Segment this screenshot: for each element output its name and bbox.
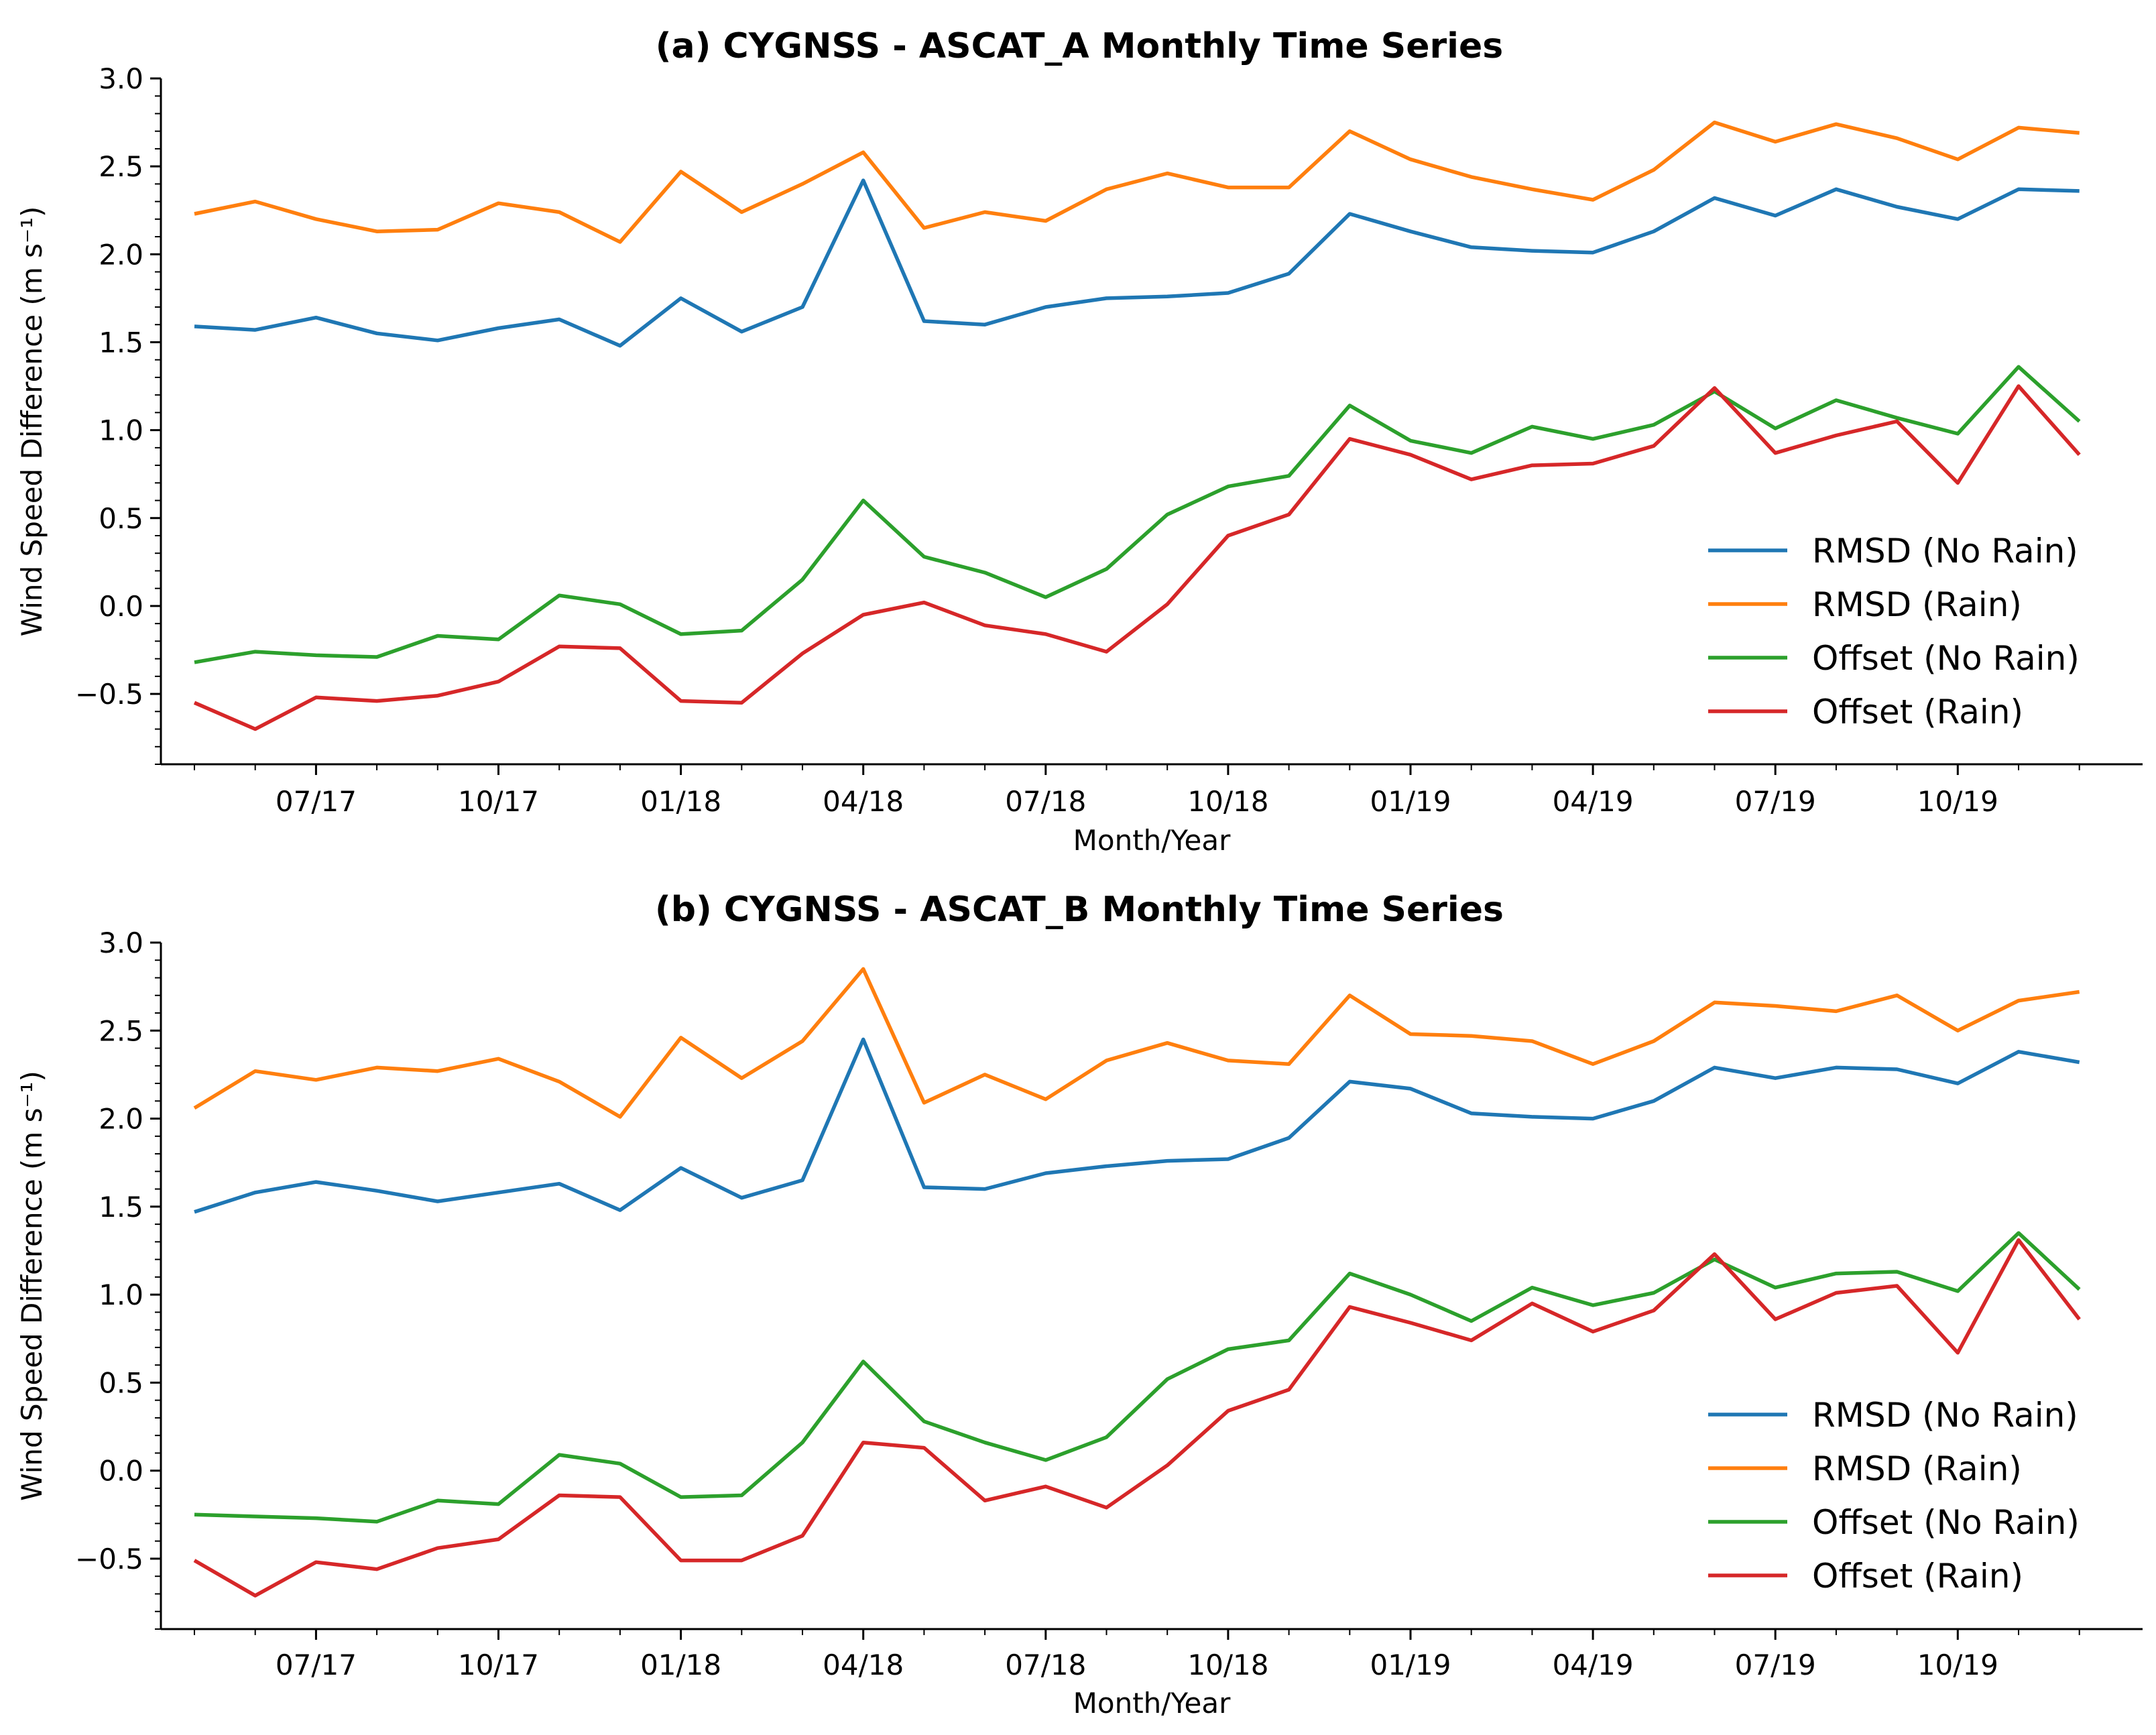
panel-b: (b) CYGNSS - ASCAT_B Monthly Time Series… (15, 890, 2143, 1720)
x-tick-label: 01/18 (640, 1649, 721, 1681)
chart-title-a: (a) CYGNSS - ASCAT_A Monthly Time Series (656, 26, 1503, 66)
x-tick-label: 07/19 (1735, 1649, 1816, 1681)
panel-a: (a) CYGNSS - ASCAT_A Monthly Time Series… (15, 26, 2143, 857)
x-tick-label: 07/17 (276, 1649, 357, 1681)
x-tick-label: 01/19 (1370, 785, 1451, 818)
y-tick-label: 0.5 (99, 1366, 143, 1399)
legend-label-rmsd-rain: RMSD (Rain) (1812, 1449, 2022, 1488)
x-tick-label: 10/17 (458, 785, 539, 818)
y-tick-label: 0.0 (99, 1455, 143, 1488)
legend-label-offset-no-rain: Offset (No Rain) (1812, 639, 2080, 678)
legend-label-offset-rain: Offset (Rain) (1812, 1557, 2023, 1596)
legend-label-offset-rain: Offset (Rain) (1812, 693, 2023, 731)
x-tick-label: 07/19 (1735, 785, 1816, 818)
y-tick-label: 1.5 (99, 1191, 143, 1223)
legend-label-offset-no-rain: Offset (No Rain) (1812, 1503, 2080, 1542)
x-tick-label: 10/18 (1187, 785, 1268, 818)
y-tick-label: 1.0 (99, 1278, 143, 1311)
y-tick-label: 2.5 (99, 150, 143, 183)
x-tick-label: 04/19 (1553, 1649, 1634, 1681)
x-tick-label: 07/18 (1005, 785, 1086, 818)
y-tick-label: 2.5 (99, 1014, 143, 1047)
y-tick-label: −0.5 (75, 678, 143, 711)
legend-label-rmsd-rain: RMSD (Rain) (1812, 585, 2022, 624)
y-axis-label: Wind Speed Difference (m s⁻¹) (15, 1071, 48, 1501)
series-line-offset-no-rain (194, 365, 2081, 664)
x-tick-label: 10/19 (1917, 785, 1998, 818)
legend: RMSD (No Rain) RMSD (Rain) Offset (No Rain… (1708, 1396, 2080, 1596)
x-tick-label: 10/17 (458, 1649, 539, 1681)
x-tick-label: 07/18 (1005, 1649, 1086, 1681)
y-tick-label: −0.5 (75, 1543, 143, 1575)
y-tick-label: 0.5 (99, 502, 143, 535)
y-tick-label: 2.0 (99, 1103, 143, 1136)
x-axis-label: Month/Year (1073, 824, 1231, 857)
legend: RMSD (No Rain) RMSD (Rain) Offset (No Rain… (1708, 532, 2080, 731)
x-tick-label: 04/18 (823, 1649, 904, 1681)
series-line-rmsd-no-rain (194, 1037, 2080, 1214)
x-tick-label: 07/17 (276, 785, 357, 818)
y-tick-label: 0.0 (99, 590, 143, 623)
series-line-offset-rain (193, 1238, 2081, 1598)
x-tick-label: 10/18 (1187, 1649, 1268, 1681)
y-tick-label: 3.0 (99, 926, 143, 959)
y-tick-label: 1.5 (99, 326, 143, 359)
y-axis-label: Wind Speed Difference (m s⁻¹) (15, 206, 48, 637)
x-tick-label: 01/19 (1370, 1649, 1451, 1681)
legend-label-rmsd-no-rain: RMSD (No Rain) (1812, 532, 2078, 571)
x-tick-label: 04/19 (1553, 785, 1634, 818)
legend-label-rmsd-no-rain: RMSD (No Rain) (1812, 1396, 2078, 1435)
y-tick-label: 1.0 (99, 414, 143, 447)
series-line-rmsd-no-rain (194, 178, 2080, 348)
series-line-offset-no-rain (194, 1231, 2081, 1524)
x-tick-label: 01/18 (640, 785, 721, 818)
series-line-rmsd-rain (194, 120, 2080, 244)
x-tick-label: 04/18 (823, 785, 904, 818)
series-line-offset-rain (193, 384, 2081, 731)
x-axis-label: Month/Year (1073, 1687, 1231, 1720)
y-tick-label: 3.0 (99, 62, 143, 95)
series-line-rmsd-rain (193, 967, 2080, 1119)
x-tick-label: 10/19 (1917, 1649, 1998, 1681)
y-tick-label: 2.0 (99, 238, 143, 271)
chart-title-b: (b) CYGNSS - ASCAT_B Monthly Time Series (655, 890, 1504, 930)
